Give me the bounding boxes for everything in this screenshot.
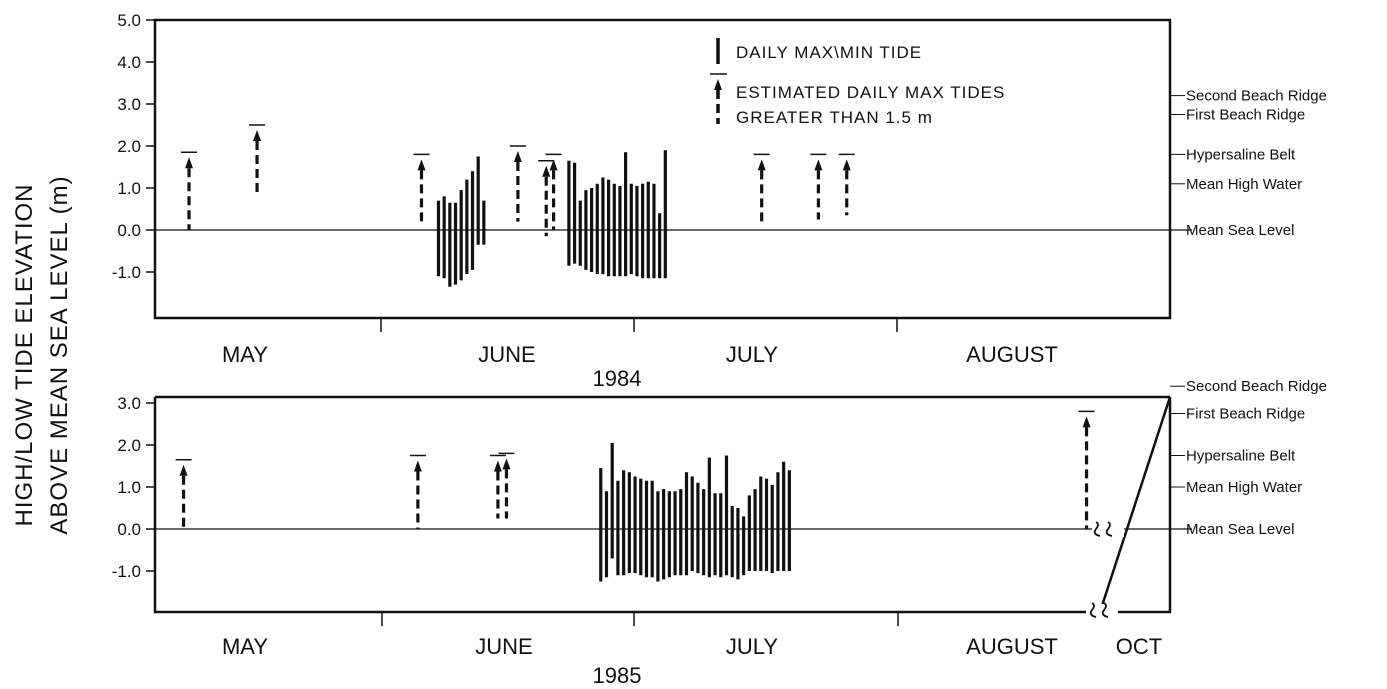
- month-label: JULY: [726, 634, 778, 659]
- y-ticks-1985: 3.0 2.0 1.0 0.0 -1.0: [112, 394, 155, 581]
- y-tick-label: 3.0: [117, 95, 141, 114]
- estimated-max-arrowhead: [253, 130, 262, 141]
- estimated-max-arrowhead: [842, 159, 851, 171]
- legend-solid-label: DAILY MAX\MIN TIDE: [736, 43, 922, 62]
- month-axis-1984: MAY JUNE JULY AUGUST: [222, 318, 1058, 367]
- estimated-max-arrowhead: [1082, 416, 1091, 428]
- reference-lines-1985: Second Beach Ridge First Beach Ridge Hyper…: [1170, 378, 1327, 538]
- legend: DAILY MAX\MIN TIDE ESTIMATED DAILY MAX T…: [710, 38, 1005, 127]
- legend-dashed-label-line2: GREATER THAN 1.5 m: [736, 108, 933, 127]
- estimated-max-arrowhead: [549, 159, 558, 171]
- month-label: JUNE: [475, 634, 532, 659]
- daily-maxmin-bars-1984: [436, 150, 667, 287]
- y-tick-label: 0.0: [117, 520, 141, 539]
- reference-label: Hypersaline Belt: [1186, 448, 1296, 465]
- y-tick-label: 1.0: [117, 179, 141, 198]
- estimated-max-arrowhead: [185, 157, 194, 169]
- reference-label: Second Beach Ridge: [1186, 378, 1327, 395]
- year-label-1984: 1984: [593, 366, 642, 391]
- month-label: MAY: [222, 634, 268, 659]
- estimated-max-arrowhead: [502, 458, 511, 470]
- panel-1984: 5.0 4.0 3.0 2.0 1.0 0.0 -1.0 Second Beach Ridg…: [112, 11, 1327, 391]
- reference-label: Mean High Water: [1186, 479, 1302, 496]
- y-axis-label-line1: HIGH/LOW TIDE ELEVATION: [11, 183, 38, 526]
- y-tick-label: 2.0: [117, 436, 141, 455]
- reference-label: Second Beach Ridge: [1186, 88, 1327, 105]
- month-label: OCT: [1116, 634, 1162, 659]
- estimated-max-arrowhead: [542, 165, 551, 177]
- y-tick-label: 5.0: [117, 11, 141, 30]
- month-label: MAY: [222, 342, 268, 367]
- legend-dashed-arrowhead: [714, 79, 722, 90]
- y-axis-label-line2: ABOVE MEAN SEA LEVEL (m): [46, 175, 73, 534]
- estimated-max-arrowhead: [413, 460, 422, 472]
- estimated-max-arrowhead: [814, 159, 823, 171]
- month-axis-1985: MAY JUNE JULY AUGUST OCT: [222, 612, 1162, 659]
- estimated-max-arrowhead: [417, 159, 426, 171]
- reference-label: Hypersaline Belt: [1186, 146, 1296, 163]
- reference-label: First Beach Ridge: [1186, 107, 1305, 124]
- month-label: AUGUST: [966, 342, 1058, 367]
- y-tick-label: 4.0: [117, 53, 141, 72]
- estimated-max-arrowhead: [179, 464, 188, 476]
- estimated-max-arrowhead: [493, 460, 502, 472]
- month-label: JUNE: [478, 342, 535, 367]
- plot-frame-1985: [153, 396, 1172, 614]
- legend-dashed-label-line1: ESTIMATED DAILY MAX TIDES: [736, 83, 1005, 102]
- y-tick-label: 0.0: [117, 221, 141, 240]
- y-tick-label: 3.0: [117, 394, 141, 413]
- reference-label: Mean Sea Level: [1186, 521, 1294, 538]
- estimated-max-arrows-1985: [175, 410, 1095, 529]
- reference-label: Mean Sea Level: [1186, 222, 1294, 239]
- reference-label: First Beach Ridge: [1186, 406, 1305, 423]
- estimated-max-arrowhead: [757, 159, 766, 171]
- y-tick-label: 2.0: [117, 137, 141, 156]
- estimated-max-arrowhead: [513, 151, 522, 162]
- reference-label: Mean High Water: [1186, 176, 1302, 193]
- estimated-max-arrows-1984: [181, 124, 855, 237]
- year-label-1985: 1985: [593, 663, 642, 688]
- y-tick-label: -1.0: [112, 562, 141, 581]
- axis-break-mark-top: [1093, 521, 1113, 537]
- y-tick-label: -1.0: [112, 263, 141, 282]
- y-tick-label: 1.0: [117, 478, 141, 497]
- month-label: JULY: [726, 342, 778, 367]
- y-ticks-1984: 5.0 4.0 3.0 2.0 1.0 0.0 -1.0: [112, 11, 155, 282]
- reference-lines-1984: Second Beach Ridge First Beach Ridge Hyper…: [1170, 88, 1327, 239]
- panel-1985: 3.0 2.0 1.0 0.0 -1.0 Second Beach Ridge First…: [112, 378, 1327, 688]
- daily-maxmin-bars-1985: [599, 442, 791, 582]
- plot-frame-1984: [153, 18, 1172, 320]
- axis-break-mark-bottom: [1089, 602, 1109, 618]
- month-label: AUGUST: [966, 634, 1058, 659]
